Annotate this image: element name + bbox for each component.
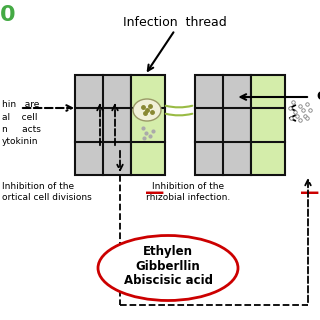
Text: —: — xyxy=(145,182,165,202)
Text: Infection  thread: Infection thread xyxy=(123,15,227,28)
Bar xyxy=(75,75,131,175)
Bar xyxy=(131,75,165,175)
Text: —: — xyxy=(300,182,320,202)
Bar xyxy=(251,75,285,175)
Text: Ethylen: Ethylen xyxy=(143,245,193,259)
Text: C: C xyxy=(316,91,320,103)
Text: Abiscisic acid: Abiscisic acid xyxy=(124,274,212,286)
Text: Gibberllin: Gibberllin xyxy=(136,260,200,273)
Text: Inhibition of the
ortical cell divisions: Inhibition of the ortical cell divisions xyxy=(2,182,92,202)
Text: 0: 0 xyxy=(0,5,16,25)
Ellipse shape xyxy=(98,236,238,300)
Text: Inhibition of the
rhizobial infection.: Inhibition of the rhizobial infection. xyxy=(146,182,230,202)
Bar xyxy=(195,75,251,175)
Text: hin   are
al    cell
n     acts
ytokinin: hin are al cell n acts ytokinin xyxy=(2,100,41,147)
Ellipse shape xyxy=(133,99,161,121)
